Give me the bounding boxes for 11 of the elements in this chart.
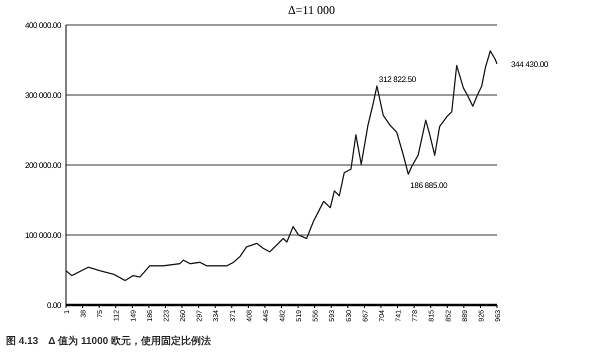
y-tick-label: 200 000.00 xyxy=(24,161,62,170)
line-series xyxy=(65,50,498,282)
y-tick-label: 0.00 xyxy=(47,301,62,310)
y-tick-label: 400 000.00 xyxy=(24,21,62,30)
chart-title: Δ=11 000 xyxy=(288,3,336,17)
annotation: 186 885.00 xyxy=(410,181,448,190)
caption: 图 4.13 Δ 值为 11000 欧元，使用固定比例法 xyxy=(6,335,212,347)
y-tick-label: 100 000.00 xyxy=(24,231,62,240)
y-tick-label: 300 000.00 xyxy=(24,91,62,100)
annotation: 312 822.50 xyxy=(378,75,417,84)
annotation: 344 430.00 xyxy=(511,60,549,69)
